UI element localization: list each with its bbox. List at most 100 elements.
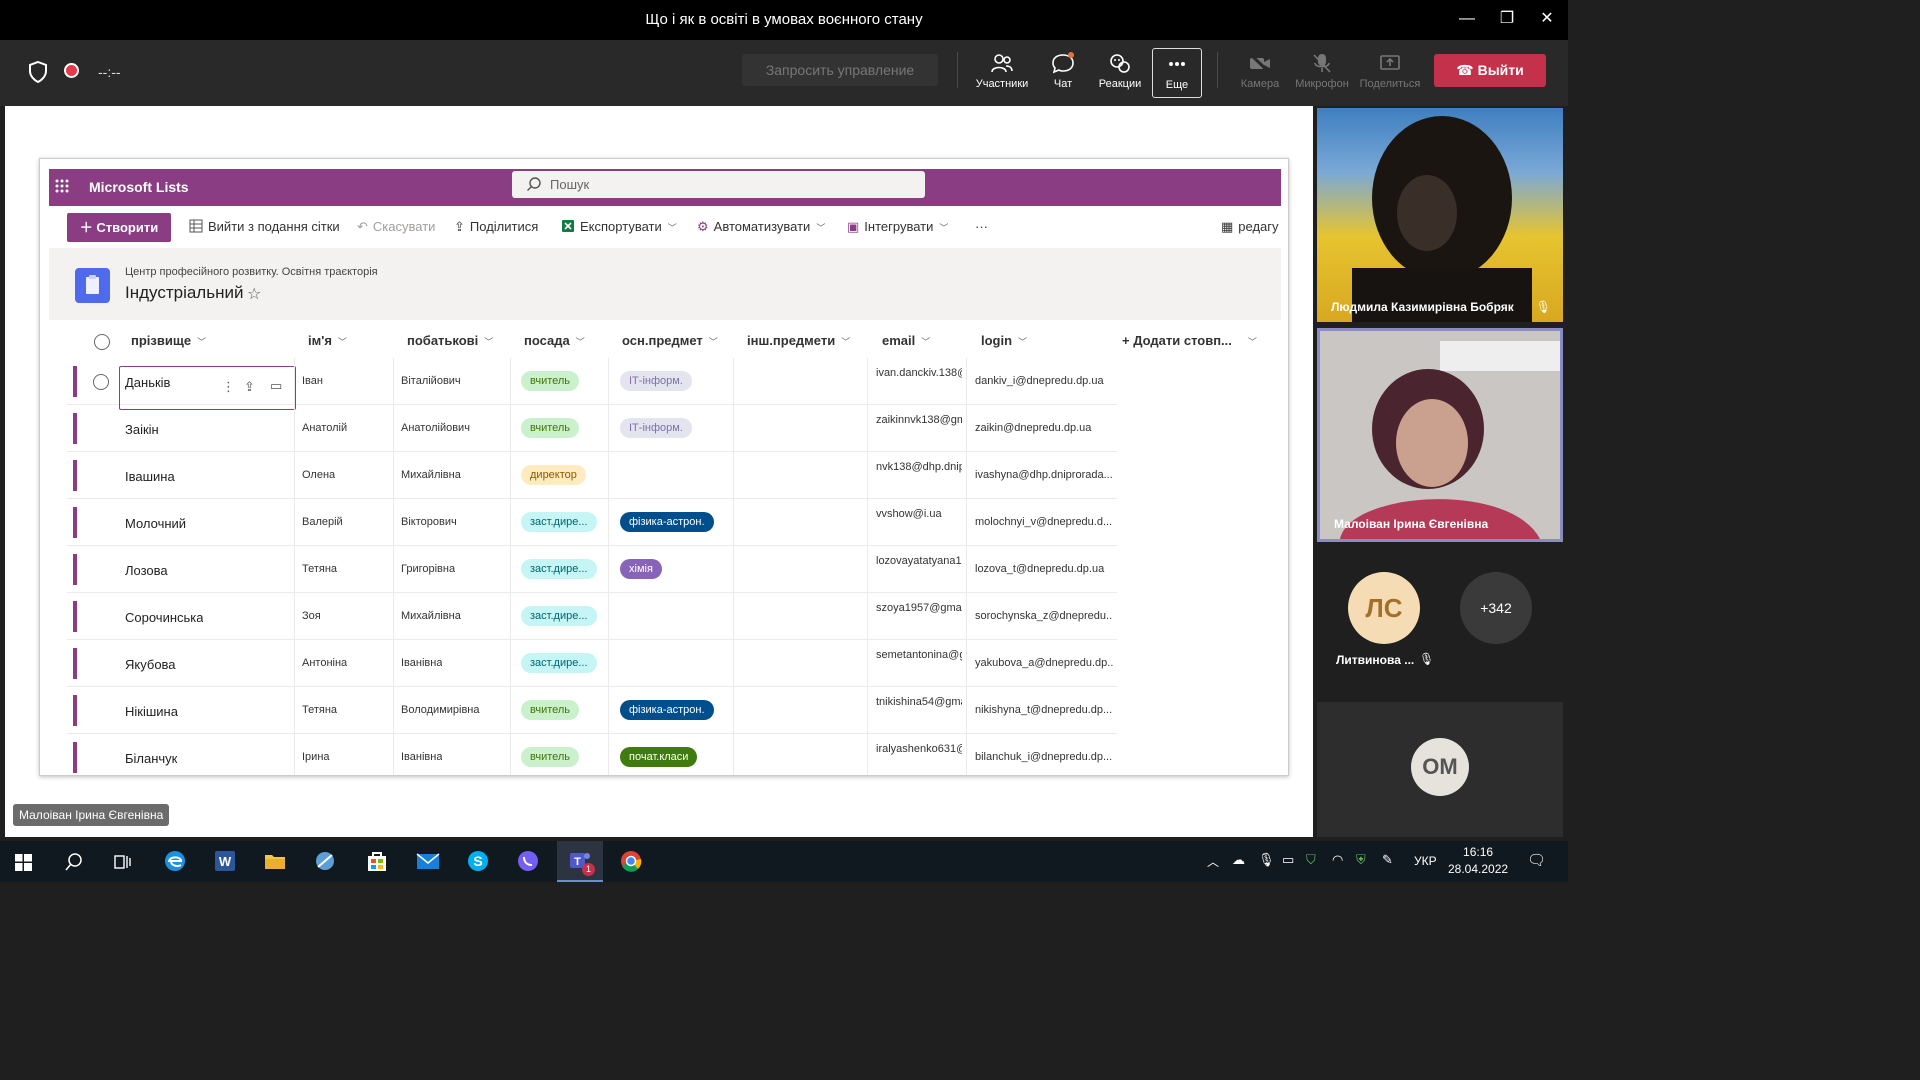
automate-button[interactable]: ⚙ Автоматизувати ﹀ <box>697 219 825 235</box>
store-icon[interactable] <box>365 849 389 873</box>
cell-name[interactable]: Анатолій <box>302 422 348 434</box>
mail-icon[interactable] <box>415 849 441 873</box>
more-options-icon[interactable]: ⋮ <box>222 379 235 394</box>
share-button[interactable]: Поделиться <box>1358 48 1422 98</box>
position-badge[interactable]: заст.дире... <box>521 653 597 673</box>
cell-email[interactable]: semetantonina@gmail.com <box>876 649 962 661</box>
cell-login[interactable]: ivashyna@dhp.dniprorada.... <box>975 469 1113 481</box>
video-tile[interactable]: Людмила Казимирівна Бобряк 🎙 <box>1317 108 1563 322</box>
share-list-button[interactable]: ⇪ Поділитися <box>454 219 538 235</box>
app-brand[interactable]: Microsoft Lists <box>89 179 189 195</box>
create-button[interactable]: ＋ Створити <box>67 213 171 242</box>
select-all-checkbox[interactable] <box>94 334 110 350</box>
cell-login[interactable]: molochnyi_v@dnepredu.d... <box>975 516 1113 528</box>
microphone-button[interactable]: Микрофон <box>1292 48 1352 98</box>
cell-surname[interactable]: Молочний <box>125 516 187 531</box>
cell-surname[interactable]: Даньків <box>125 375 171 390</box>
cell-login[interactable]: yakubova_a@dnepredu.dp... <box>975 657 1113 669</box>
onedrive-icon[interactable]: ☁ <box>1232 852 1245 867</box>
cell-email[interactable]: lozovayatatyana12@gmail.com <box>876 555 962 567</box>
column-header-email[interactable]: email ﹀ <box>882 333 930 348</box>
cell-login[interactable]: zaikin@dnepredu.dp.ua <box>975 422 1092 434</box>
minimize-icon[interactable]: — <box>1459 10 1475 27</box>
cell-login[interactable]: lozova_t@dnepredu.dp.ua <box>975 563 1105 575</box>
microphone-icon[interactable]: 🎙 <box>1258 852 1275 867</box>
video-tile-active-speaker[interactable]: Малоіван Ірина Євгенівна <box>1317 328 1563 542</box>
cell-name[interactable]: Іван <box>302 375 323 387</box>
cell-email[interactable]: iralyashenko631@gmail.com <box>876 743 962 755</box>
cell-patronymic[interactable]: Анатолійович <box>401 422 470 434</box>
subject-badge[interactable]: фізика-астрон. <box>620 512 714 532</box>
subject-badge[interactable]: ІТ-інформ. <box>620 418 692 438</box>
more-commands-button[interactable]: ··· <box>975 219 988 234</box>
cell-surname[interactable]: Заікін <box>125 422 159 437</box>
security-icon[interactable]: ⛉ <box>1306 852 1316 867</box>
cell-patronymic[interactable]: Михайлівна <box>401 610 461 622</box>
restore-icon[interactable]: ❐ <box>1499 10 1515 27</box>
leave-button[interactable]: ☎ Выйти <box>1434 54 1546 87</box>
cell-name[interactable]: Зоя <box>302 610 321 622</box>
subject-badge[interactable]: хімія <box>620 559 662 579</box>
defender-icon[interactable]: ⛨ <box>1356 852 1366 867</box>
cell-patronymic[interactable]: Григорівна <box>401 563 456 575</box>
clock[interactable]: 16:16 28.04.2022 <box>1448 844 1508 878</box>
exit-grid-button[interactable]: Вийти з подання сітки <box>189 219 340 234</box>
table-row[interactable]: ⋮ ⇪ ▭ Даньків Іван Віталійович вчитель ІТ-інфор… <box>67 358 1117 410</box>
edge-icon[interactable] <box>163 849 187 873</box>
wifi-icon[interactable]: ◠ <box>1332 852 1344 867</box>
cell-surname[interactable]: Сорочинська <box>125 610 204 625</box>
column-header-position[interactable]: посада ﹀ <box>524 333 585 348</box>
cell-login[interactable]: bilanchuk_i@dnepredu.dp.... <box>975 751 1113 763</box>
word-icon[interactable]: W <box>213 849 237 873</box>
search-icon[interactable] <box>64 852 84 872</box>
file-explorer-icon[interactable] <box>263 849 287 873</box>
cell-email[interactable]: vvshow@i.ua <box>876 508 942 520</box>
edit-view-button[interactable]: ▦ редагу <box>1221 219 1279 235</box>
language-indicator[interactable]: УКР <box>1414 854 1437 868</box>
table-row[interactable]: Нікішина Тетяна Володимирівна вчитель фізика… <box>67 687 1117 734</box>
cell-name[interactable]: Олена <box>302 469 336 481</box>
column-header-subject[interactable]: осн.предмет ﹀ <box>622 333 718 348</box>
more-button[interactable]: Еще <box>1152 48 1202 98</box>
cell-surname[interactable]: Нікішина <box>125 704 178 719</box>
search-box[interactable]: Пошук <box>512 171 925 198</box>
close-icon[interactable]: ✕ <box>1540 10 1554 27</box>
video-tile[interactable]: ОМ <box>1317 702 1563 837</box>
cell-name[interactable]: Тетяна <box>302 704 338 716</box>
cell-patronymic[interactable]: Іванівна <box>401 751 443 763</box>
favorite-star-icon[interactable]: ☆ <box>247 286 262 303</box>
comment-icon[interactable]: ▭ <box>270 378 283 393</box>
subject-badge[interactable]: почат.класи <box>620 747 698 767</box>
notifications-icon[interactable]: 🗨 <box>1527 852 1547 869</box>
subject-badge[interactable]: ІТ-інформ. <box>620 371 692 391</box>
column-header-patronymic[interactable]: побатькові ﹀ <box>407 333 493 348</box>
breadcrumb[interactable]: Центр професійного розвитку. Освітня тра… <box>125 266 378 278</box>
task-view-icon[interactable] <box>113 852 133 872</box>
viber-icon[interactable] <box>516 849 540 873</box>
cell-login[interactable]: nikishyna_t@dnepredu.dp.... <box>975 704 1113 716</box>
cell-name[interactable]: Антоніна <box>302 657 348 669</box>
request-control-button[interactable]: Запросить управление <box>742 54 938 86</box>
cell-email[interactable]: ivan.danckiv.138@gmail.com <box>876 367 962 379</box>
integrate-button[interactable]: ▣ Інтегрувати ﹀ <box>847 219 948 235</box>
export-button[interactable]: Експортувати ﹀ <box>561 219 677 234</box>
table-row[interactable]: Івашина Олена Михайлівна директор nvk138@dhp… <box>67 452 1117 499</box>
cell-patronymic[interactable]: Володимирівна <box>401 704 480 716</box>
add-column-button[interactable]: + Додати стовп... ﹀ <box>1122 333 1257 348</box>
position-badge[interactable]: вчитель <box>521 700 580 720</box>
table-row[interactable]: Лозова Тетяна Григорівна заст.дире... хімія l… <box>67 546 1117 593</box>
table-row[interactable]: Сорочинська Зоя Михайлівна заст.дире... szoy… <box>67 593 1117 640</box>
table-row[interactable]: Молочний Валерій Вікторович заст.дире... фіз… <box>67 499 1117 546</box>
chat-button[interactable]: Чат <box>1044 48 1082 98</box>
cell-patronymic[interactable]: Вікторович <box>401 516 457 528</box>
participant-avatar[interactable]: ЛС <box>1348 572 1420 644</box>
skype-icon[interactable]: S <box>466 849 490 873</box>
cell-login[interactable]: sorochynska_z@dnepredu.... <box>975 610 1113 622</box>
undo-button[interactable]: ↶ Скасувати <box>357 219 435 235</box>
cell-surname[interactable]: Івашина <box>125 469 175 484</box>
column-header-surname[interactable]: прізвище ﹀ <box>131 333 206 348</box>
app-launcher-icon[interactable] <box>54 178 70 194</box>
cell-email[interactable]: nvk138@dhp.dniprorada.gov.ua <box>876 461 962 473</box>
position-badge[interactable]: вчитель <box>521 418 580 438</box>
share-icon[interactable]: ⇪ <box>244 379 255 394</box>
